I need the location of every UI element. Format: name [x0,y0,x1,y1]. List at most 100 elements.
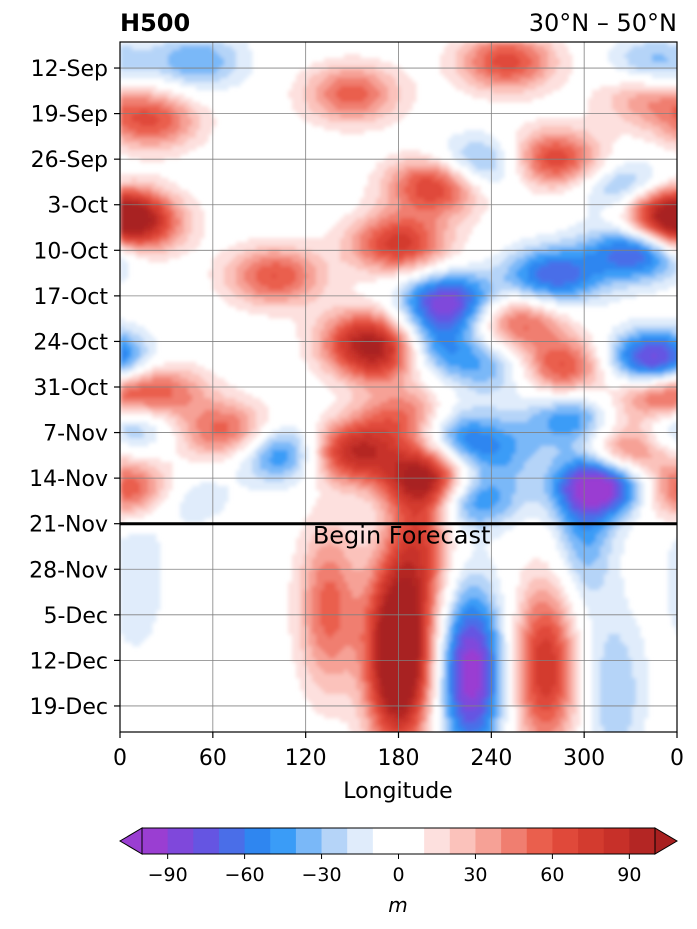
anomaly-cell [528,326,549,331]
anomaly-cell [548,186,557,191]
anomaly-cell [520,574,557,579]
anomaly-cell [528,618,537,623]
anomaly-cell [456,454,461,459]
anomaly-cell [120,422,149,427]
anomaly-cell [564,462,577,467]
anomaly-cell [228,74,249,79]
anomaly-cell [120,542,161,547]
anomaly-cell [668,570,677,575]
anomaly-cell [604,474,609,479]
anomaly-cell [612,494,617,499]
anomaly-cell [380,234,393,239]
anomaly-cell [564,542,573,547]
anomaly-cell [328,350,333,355]
anomaly-cell [496,310,505,315]
anomaly-cell [456,438,465,443]
anomaly-cell [516,630,521,635]
anomaly-cell [260,442,265,447]
anomaly-cell [484,622,489,627]
anomaly-cell [628,650,645,655]
anomaly-cell [532,354,537,359]
anomaly-cell [160,230,165,235]
anomaly-cell [652,470,661,475]
anomaly-cell [356,682,365,687]
anomaly-cell [448,370,497,375]
anomaly-cell [576,690,581,695]
anomaly-cell [304,554,317,559]
anomaly-cell [384,334,389,339]
anomaly-cell [320,618,341,623]
anomaly-cell [332,454,341,459]
anomaly-cell [592,662,601,667]
anomaly-cell [632,202,637,207]
anomaly-cell [432,598,437,603]
anomaly-cell [656,354,669,359]
anomaly-cell [268,434,277,439]
anomaly-cell [388,554,397,559]
anomaly-cell [448,694,453,699]
anomaly-cell [532,370,537,375]
anomaly-cell [316,282,329,287]
anomaly-cell [512,458,529,463]
anomaly-cell [340,362,349,367]
anomaly-cell [444,486,449,491]
anomaly-cell [320,646,345,651]
anomaly-cell [488,662,493,667]
anomaly-cell [344,334,349,339]
anomaly-cell [560,318,573,323]
anomaly-cell [188,490,229,495]
anomaly-cell [380,606,385,611]
anomaly-cell [612,550,625,555]
anomaly-cell [612,178,637,183]
anomaly-cell [192,222,205,227]
anomaly-cell [588,98,613,103]
anomaly-cell [568,466,577,471]
anomaly-cell [456,158,469,163]
anomaly-cell [628,518,637,523]
anomaly-cell [424,638,429,643]
anomaly-cell [592,526,605,531]
anomaly-cell [564,530,573,535]
anomaly-cell [540,362,545,367]
anomaly-cell [452,490,457,495]
anomaly-cell [460,598,469,603]
anomaly-cell [248,414,257,419]
anomaly-cell [620,482,625,487]
anomaly-cell [404,366,409,371]
anomaly-cell [556,50,569,55]
anomaly-cell [324,586,337,591]
anomaly-cell [344,530,373,535]
anomaly-cell [436,570,441,575]
anomaly-cell [392,478,397,483]
anomaly-cell [168,414,181,419]
anomaly-cell [400,198,409,203]
anomaly-cell [668,586,677,591]
anomaly-cell [532,578,549,583]
anomaly-cell [292,318,317,323]
anomaly-cell [180,514,213,519]
anomaly-cell [612,62,629,67]
anomaly-cell [480,478,517,483]
anomaly-cell [320,606,341,611]
anomaly-cell [560,550,569,555]
anomaly-cell [200,386,213,391]
anomaly-cell [588,230,621,235]
anomaly-cell [408,426,417,431]
anomaly-cell [164,246,177,251]
anomaly-cell [132,506,149,511]
anomaly-cell [388,490,397,495]
anomaly-cell [488,690,493,695]
anomaly-cell [312,678,357,683]
anomaly-cell [596,374,605,379]
anomaly-cell [120,346,125,351]
anomaly-cell [460,526,477,531]
anomaly-cell [364,378,393,383]
anomaly-cell [552,474,561,479]
anomaly-cell [428,414,437,419]
anomaly-cell [648,446,657,451]
anomaly-cell [296,434,305,439]
anomaly-cell [364,690,369,695]
anomaly-cell [416,606,421,611]
anomaly-cell [436,622,441,627]
anomaly-cell [464,654,481,659]
